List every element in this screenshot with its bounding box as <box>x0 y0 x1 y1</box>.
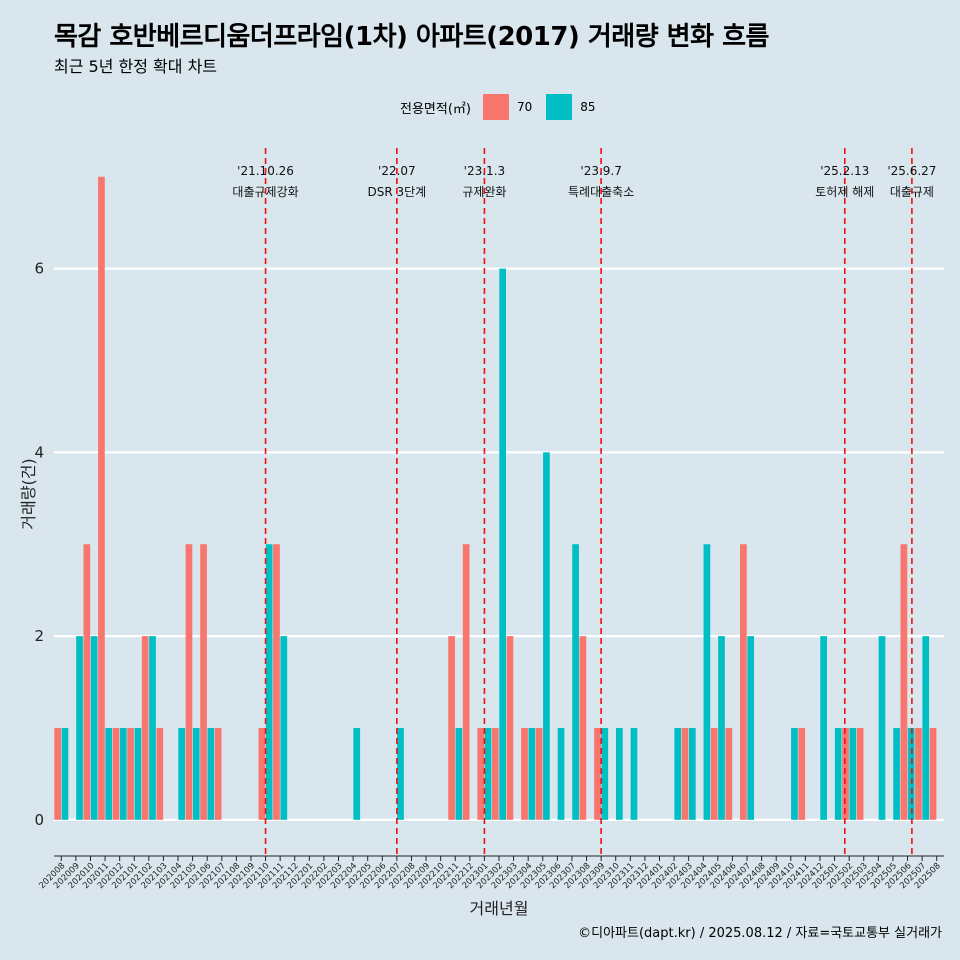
bar-70-202211 <box>448 636 455 820</box>
bar-85-202105 <box>192 727 200 820</box>
bar-70-202406 <box>725 727 733 820</box>
bar-85-202211 <box>455 727 463 820</box>
y-tick-label-0: 0 <box>34 811 44 829</box>
bar-70-202506 <box>900 544 908 820</box>
bar-70-202507 <box>915 727 922 820</box>
bar-85-202301 <box>484 727 492 820</box>
y-tick-label-2: 2 <box>34 627 44 645</box>
bar-70-202403 <box>681 727 689 820</box>
bar-70-202107 <box>214 727 222 820</box>
legend-title: 전용면적(㎡) <box>400 101 471 117</box>
legend-item-70: 70 <box>482 94 533 120</box>
bar-85-202402 <box>674 727 682 820</box>
bar-70-202303 <box>506 636 514 820</box>
annotation-date-0: '21.10.26 <box>237 164 294 178</box>
bar-85-202101 <box>134 727 142 820</box>
bar-70-202305 <box>535 727 543 820</box>
bar-85-202404 <box>703 544 711 820</box>
bar-85-202012 <box>119 727 127 820</box>
bar-70-202407 <box>740 544 747 820</box>
annotation-label-5: 대출규제 <box>890 185 934 199</box>
bar-70-202411 <box>798 727 806 820</box>
bar-85-202410 <box>791 727 798 820</box>
legend: 전용면적(㎡) 70 85 <box>400 93 602 121</box>
bar-85-202501 <box>834 727 842 820</box>
bar-85-202104 <box>178 727 186 820</box>
annotation-label-3: 특례대출축소 <box>568 185 634 199</box>
bar-70-202102 <box>141 636 149 820</box>
bar-85-202110 <box>265 544 273 820</box>
annotation-label-2: 규제완화 <box>462 185 506 199</box>
bar-85-202504 <box>878 636 886 820</box>
legend-label-85: 85 <box>580 100 596 114</box>
bar-85-202305 <box>543 452 550 820</box>
bar-70-202101 <box>127 727 134 820</box>
bar-85-202102 <box>149 636 156 820</box>
bar-85-202405 <box>718 636 725 820</box>
bar-85-202304 <box>528 727 536 820</box>
bar-85-202106 <box>207 727 215 820</box>
annotation-label-4: 토허제 해제 <box>815 185 874 199</box>
bar-85-202111 <box>280 636 288 820</box>
bar-70-202212 <box>462 544 470 820</box>
bar-85-202307 <box>572 544 579 820</box>
bar-70-202301 <box>477 727 485 820</box>
bar-85-202009 <box>76 636 83 820</box>
bar-70-202405 <box>710 727 718 820</box>
annotation-label-1: DSR 3단계 <box>368 185 427 199</box>
chart-title: 목감 호반베르디움더프라임(1차) 아파트(2017) 거래량 변화 흐름 <box>54 22 769 52</box>
annotation-date-4: '25.2.13 <box>820 164 869 178</box>
legend-label-70: 70 <box>516 100 533 114</box>
bar-85-202507 <box>922 636 930 820</box>
bar-70-202508 <box>929 727 937 820</box>
annotation-date-1: '22.07 <box>378 164 416 178</box>
x-axis-title: 거래년월 <box>470 899 529 918</box>
legend-item-85: 85 <box>546 94 596 120</box>
bar-85-202311 <box>630 727 638 820</box>
bar-70-202308 <box>579 636 587 820</box>
chart-subtitle: 최근 5년 한정 확대 차트 <box>54 57 218 76</box>
bar-85-202412 <box>820 636 827 820</box>
annotation-label-0: 대출규제강화 <box>232 185 298 199</box>
bar-70-202110 <box>258 727 266 820</box>
bar-70-202105 <box>185 544 193 820</box>
bar-70-202304 <box>521 727 528 820</box>
annotation-date-2: '23.1.3 <box>464 164 505 178</box>
bar-85-202309 <box>601 727 609 820</box>
legend-swatch-70 <box>482 94 509 120</box>
y-tick-label-4: 4 <box>34 443 44 461</box>
annotation-date-3: '23.9.7 <box>580 164 621 178</box>
bar-70-202010 <box>83 544 91 820</box>
bar-85-202207 <box>397 727 404 820</box>
bar-85-202310 <box>616 727 623 820</box>
bar-70-202012 <box>112 727 120 820</box>
bar-85-202204 <box>353 727 361 820</box>
bar-85-202505 <box>893 727 900 820</box>
legend-swatch-85 <box>546 94 573 120</box>
bar-70-202011 <box>98 176 105 820</box>
bar-85-202010 <box>90 636 98 820</box>
bar-70-202302 <box>492 727 499 820</box>
caption: ©디아파트(dapt.kr) / 2025.08.12 / 자료=국토교통부 실… <box>578 926 942 941</box>
y-tick-label-6: 6 <box>34 260 44 278</box>
bar-70-202106 <box>200 544 207 820</box>
bar-70-202008 <box>54 727 61 820</box>
bar-85-202011 <box>105 727 113 820</box>
annotation-date-5: '25.6.27 <box>887 164 936 178</box>
bar-70-202111 <box>273 544 280 820</box>
bar-85-202502 <box>849 727 857 820</box>
bar-70-202309 <box>594 727 601 820</box>
bar-85-202407 <box>747 636 755 820</box>
bar-70-202503 <box>856 727 864 820</box>
bar-85-202306 <box>557 727 565 820</box>
bar-85-202403 <box>688 727 696 820</box>
bar-85-202008 <box>61 727 69 820</box>
y-axis-title: 거래량(건) <box>19 458 38 529</box>
bar-70-202103 <box>156 727 164 820</box>
bar-85-202302 <box>499 268 506 820</box>
